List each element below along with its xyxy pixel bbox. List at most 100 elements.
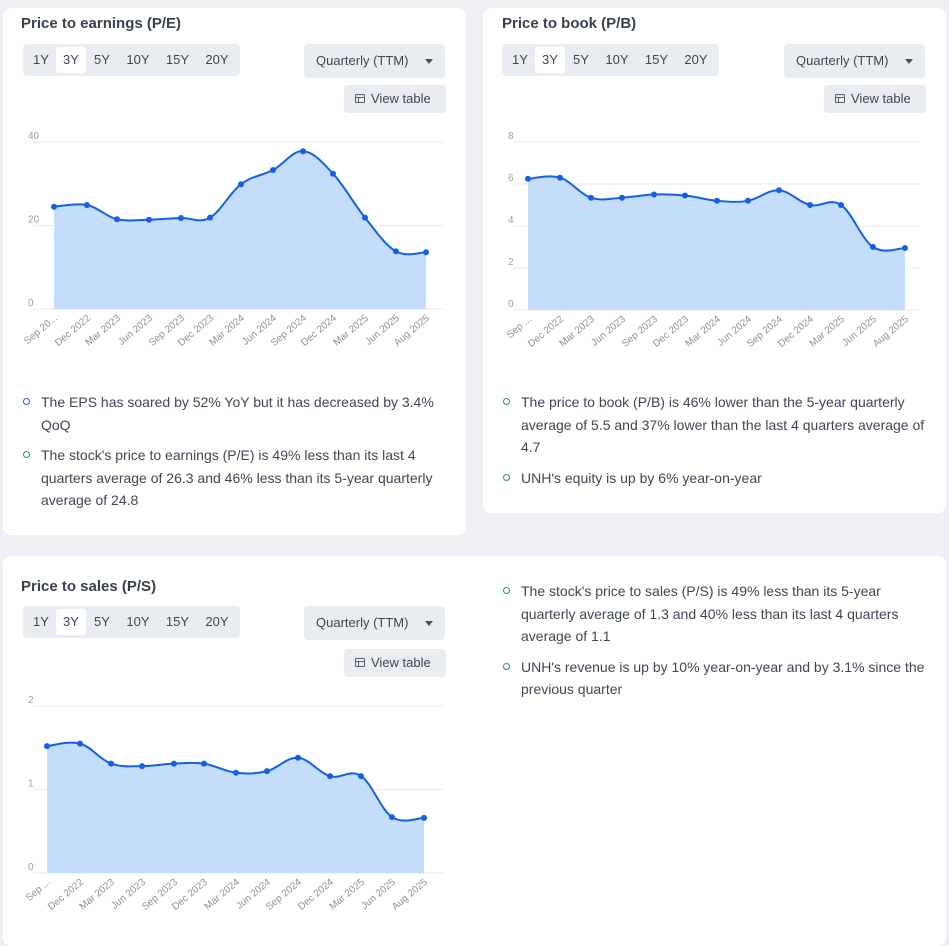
view-table-label: View table [371, 91, 431, 106]
circle-bullet-icon [503, 398, 510, 405]
pb-view-table-button[interactable]: View table [824, 85, 926, 113]
y-tick-label: 2 [508, 257, 514, 268]
data-point [682, 192, 688, 199]
data-point [44, 743, 50, 750]
data-point [776, 187, 782, 194]
insight-text: The stock's price to sales (P/S) is 49% … [521, 583, 899, 644]
data-point [619, 194, 625, 201]
y-tick-label: 2 [28, 695, 34, 706]
ps-period-1y[interactable]: 1Y [33, 614, 49, 629]
pe-period-15y[interactable]: 15Y [165, 52, 190, 67]
data-point [108, 760, 114, 767]
pb-title: Price to book (P/B) [502, 15, 637, 32]
data-point [557, 174, 563, 181]
frequency-label: Quarterly (TTM) [316, 53, 409, 68]
pe-period-1y[interactable]: 1Y [33, 52, 49, 67]
data-point [146, 216, 152, 223]
insight-item: The stock's price to earnings (P/E) is 4… [23, 444, 448, 512]
data-point [423, 249, 429, 256]
pb-period-5y[interactable]: 5Y [573, 52, 589, 67]
frequency-label: Quarterly (TTM) [796, 53, 889, 68]
y-tick-label: 0 [28, 862, 34, 873]
table-icon [835, 94, 845, 103]
data-point [264, 768, 270, 775]
pb-period-20y[interactable]: 20Y [684, 52, 708, 67]
data-point [139, 763, 145, 770]
data-point [393, 248, 399, 255]
pb-period-15y[interactable]: 15Y [644, 52, 669, 67]
ps-card: Price to sales (P/S) 1Y 3Y 5Y 10Y 15Y 20Y Qua… [3, 556, 946, 946]
pe-period-selector: 1Y 3Y 5Y 10Y 15Y 20Y [23, 44, 240, 76]
series-area [54, 151, 426, 309]
data-point [389, 814, 395, 821]
ps-period-15y[interactable]: 15Y [165, 614, 190, 629]
pb-period-3y[interactable]: 3Y [535, 47, 565, 73]
data-point [588, 194, 594, 201]
insight-text: UNH's equity is up by 6% year-on-year [521, 469, 762, 486]
y-tick-label: 4 [508, 215, 514, 226]
table-icon [355, 658, 365, 667]
view-table-label: View table [371, 655, 431, 670]
ps-insights: The stock's price to sales (P/S) is 49% … [503, 580, 928, 709]
frequency-label: Quarterly (TTM) [316, 615, 409, 630]
pe-card: Price to earnings (P/E) 1Y 3Y 5Y 10Y 15Y 20Y … [3, 8, 466, 535]
insight-text: The EPS has soared by 52% YoY but it has… [41, 394, 434, 433]
pe-view-table-button[interactable]: View table [344, 85, 446, 113]
circle-bullet-icon [503, 662, 510, 670]
data-point [807, 202, 813, 208]
pe-title: Price to earnings (P/E) [21, 15, 182, 32]
data-point [77, 740, 83, 747]
x-tick-label: Mar 2024 [207, 313, 247, 349]
insight-item: UNH's revenue is up by 10% year-on-year … [503, 656, 928, 701]
data-point [358, 773, 364, 780]
ps-view-table-button[interactable]: View table [344, 649, 446, 677]
data-point [178, 215, 184, 221]
data-point [714, 197, 720, 204]
x-tick-label: Aug 2025 [390, 877, 430, 913]
circle-bullet-icon [503, 587, 510, 594]
pb-period-10y[interactable]: 10Y [605, 52, 629, 67]
insight-item: UNH's equity is up by 6% year-on-year [503, 467, 928, 490]
series-area [528, 176, 905, 310]
ps-period-10y[interactable]: 10Y [126, 614, 150, 629]
caret-down-icon [425, 59, 433, 64]
data-point [902, 245, 908, 251]
x-tick-label: Aug 2025 [871, 314, 911, 350]
data-point [330, 170, 336, 177]
ps-period-20y[interactable]: 20Y [205, 614, 229, 629]
circle-bullet-icon [23, 451, 30, 458]
series-area [47, 742, 424, 873]
data-point [207, 214, 213, 221]
pe-period-3y[interactable]: 3Y [56, 47, 86, 73]
table-icon [355, 94, 365, 103]
circle-bullet-icon [23, 398, 30, 405]
pb-card: Price to book (P/B) 1Y 3Y 5Y 10Y 15Y 20Y Quar… [483, 8, 946, 513]
ps-frequency-dropdown[interactable]: Quarterly (TTM) [304, 606, 445, 640]
ps-title: Price to sales (P/S) [21, 578, 157, 595]
data-point [233, 769, 239, 776]
ps-period-3y[interactable]: 3Y [56, 609, 86, 635]
x-tick-label: Mar 2025 [807, 314, 847, 350]
insight-text: The stock's price to earnings (P/E) is 4… [41, 447, 433, 508]
data-point [421, 814, 427, 821]
pe-period-10y[interactable]: 10Y [126, 52, 150, 67]
pe-period-5y[interactable]: 5Y [94, 52, 110, 67]
data-point [270, 167, 276, 173]
pb-period-1y[interactable]: 1Y [512, 52, 528, 67]
pe-frequency-dropdown[interactable]: Quarterly (TTM) [304, 44, 445, 78]
x-tick-label: Sep ... [24, 877, 53, 904]
pb-frequency-dropdown[interactable]: Quarterly (TTM) [784, 44, 925, 78]
ps-period-5y[interactable]: 5Y [94, 614, 110, 629]
data-point [327, 773, 333, 780]
data-point [114, 216, 120, 223]
insight-text: The price to book (P/B) is 46% lower tha… [521, 394, 925, 455]
pe-period-20y[interactable]: 20Y [205, 52, 229, 67]
pb-period-selector: 1Y 3Y 5Y 10Y 15Y 20Y [502, 44, 719, 76]
insight-text: UNH's revenue is up by 10% year-on-year … [521, 658, 925, 698]
data-point [295, 754, 301, 761]
y-tick-label: 40 [28, 131, 40, 142]
data-point [84, 202, 90, 208]
